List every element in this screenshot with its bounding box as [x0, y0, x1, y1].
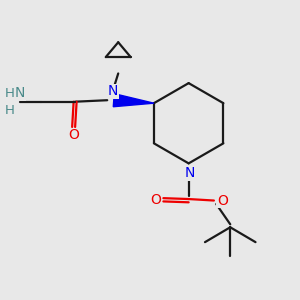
- Text: O: O: [217, 194, 228, 208]
- Text: N: N: [185, 166, 195, 180]
- Text: O: O: [68, 128, 79, 142]
- Text: O: O: [150, 193, 161, 207]
- Text: N: N: [15, 86, 25, 100]
- Polygon shape: [113, 94, 154, 107]
- Text: H: H: [5, 87, 15, 100]
- Text: N: N: [108, 84, 119, 98]
- Text: H: H: [5, 103, 15, 116]
